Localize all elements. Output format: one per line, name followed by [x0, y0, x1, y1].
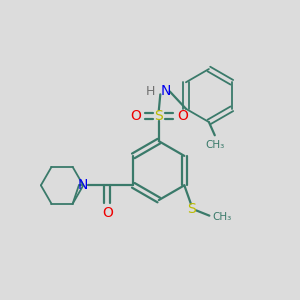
Text: S: S — [154, 109, 163, 123]
Text: O: O — [177, 109, 188, 123]
Text: O: O — [102, 206, 113, 220]
Text: CH₃: CH₃ — [212, 212, 232, 222]
Text: O: O — [130, 109, 141, 123]
Text: N: N — [160, 84, 171, 98]
Text: N: N — [78, 178, 88, 192]
Text: H: H — [146, 85, 156, 98]
Text: CH₃: CH₃ — [206, 140, 225, 150]
Text: S: S — [187, 202, 196, 216]
